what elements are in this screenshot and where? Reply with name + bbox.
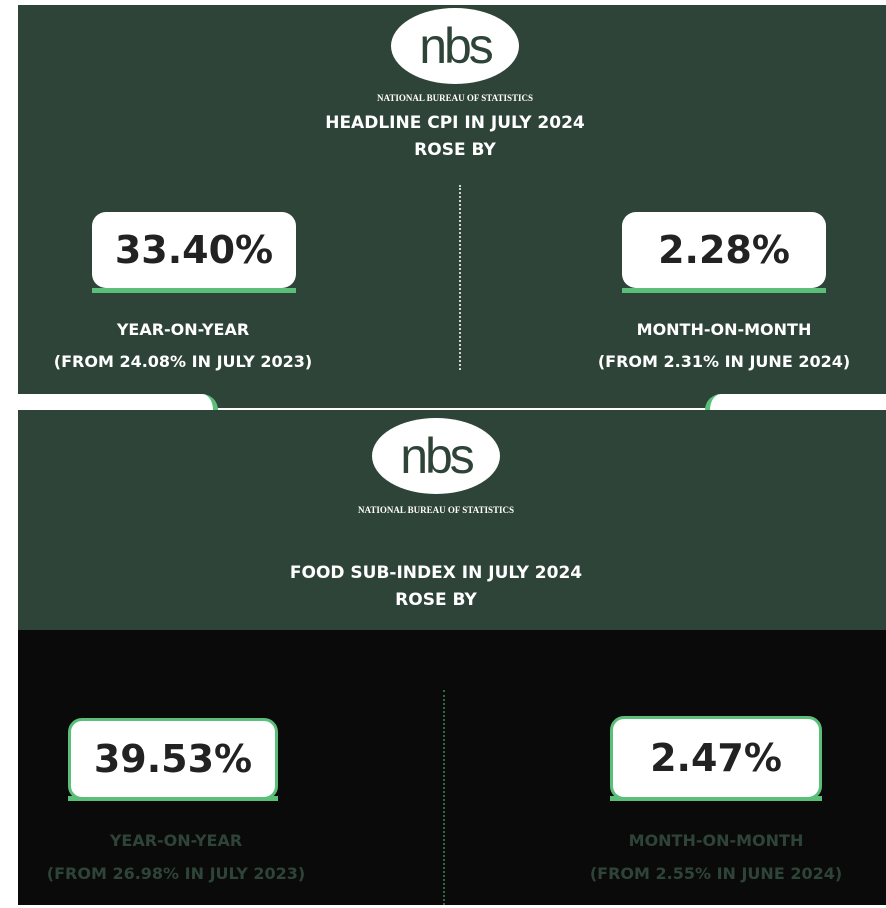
title: FOOD SUB-INDEX IN JULY 2024 xyxy=(289,563,583,583)
stat-label: MONTH-ON-MONTH xyxy=(628,831,804,850)
stat-label: MONTH-ON-MONTH xyxy=(636,320,812,339)
stat-label: YEAR-ON-YEAR xyxy=(116,320,250,339)
org-name: NATIONAL BUREAU OF STATISTICS xyxy=(377,93,533,103)
stat-value: 33.40% xyxy=(92,212,296,288)
title: HEADLINE CPI IN JULY 2024 xyxy=(325,113,585,133)
stat-value: 39.53% xyxy=(68,718,278,800)
corner-shape xyxy=(705,394,886,410)
underline xyxy=(622,288,826,293)
title: ROSE BY xyxy=(414,140,496,160)
divider xyxy=(459,185,461,370)
logo: nbs xyxy=(391,8,519,84)
stat-value: 2.47% xyxy=(610,716,822,800)
stat-label: YEAR-ON-YEAR xyxy=(109,831,243,850)
stat-value: 2.28% xyxy=(622,212,826,288)
stat-note: (FROM 24.08% IN JULY 2023) xyxy=(53,352,313,371)
divider xyxy=(443,690,445,905)
underline xyxy=(92,288,296,293)
title: ROSE BY xyxy=(395,590,477,610)
stat-note: (FROM 26.98% IN JULY 2023) xyxy=(46,864,306,883)
stat-note: (FROM 2.31% IN JUNE 2024) xyxy=(597,352,851,371)
logo: nbs xyxy=(372,418,500,494)
org-name: NATIONAL BUREAU OF STATISTICS xyxy=(358,505,514,515)
stat-note: (FROM 2.55% IN JUNE 2024) xyxy=(589,864,843,883)
corner-shape xyxy=(18,394,218,410)
